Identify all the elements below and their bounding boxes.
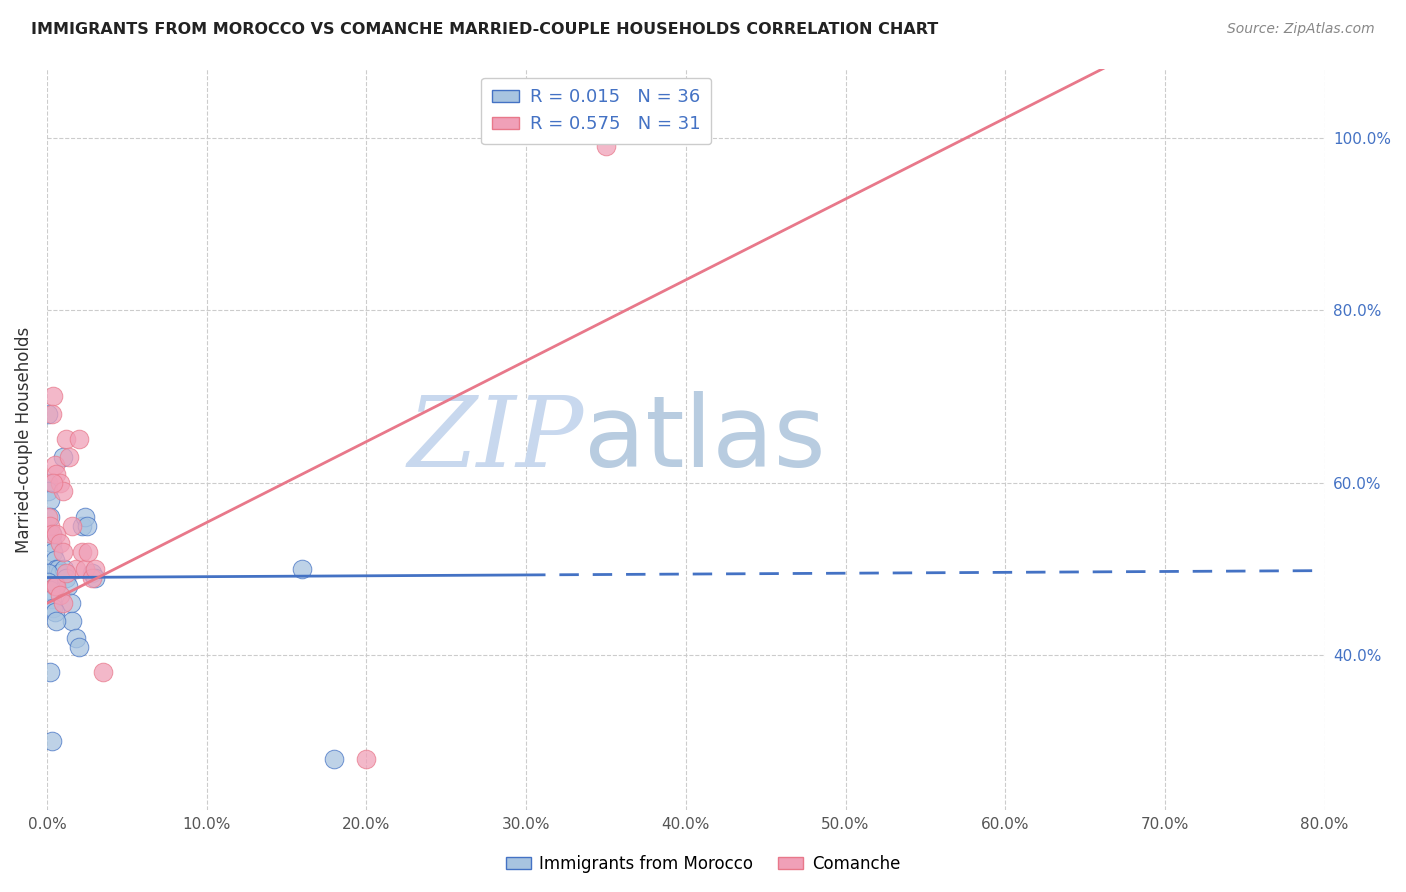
Point [83, 570, 105, 584]
Point [80, 566, 103, 581]
Point [39, 518, 62, 533]
Point [65, 631, 87, 645]
Point [52, 450, 75, 464]
Point [76, 518, 98, 533]
Point [39, 583, 62, 598]
Point [37, 566, 59, 581]
Point [41, 536, 63, 550]
Point [595, 139, 617, 153]
Point [58, 450, 80, 464]
Point [37, 510, 59, 524]
Point [67, 433, 90, 447]
Point [75, 562, 97, 576]
Point [41, 592, 63, 607]
Text: Source: ZipAtlas.com: Source: ZipAtlas.com [1227, 22, 1375, 37]
Text: ZIP: ZIP [408, 392, 583, 487]
Point [75, 510, 97, 524]
Point [77, 544, 100, 558]
Point [44, 605, 66, 619]
Point [48, 588, 70, 602]
Point [37, 407, 59, 421]
Point [42, 600, 65, 615]
Point [37, 484, 59, 499]
Point [46, 562, 69, 576]
Point [55, 570, 77, 584]
Point [39, 665, 62, 680]
Point [55, 433, 77, 447]
Point [45, 579, 67, 593]
Point [83, 562, 105, 576]
Point [70, 544, 93, 558]
Point [37, 475, 59, 490]
Point [45, 527, 67, 541]
Point [42, 389, 65, 403]
Point [44, 579, 66, 593]
Point [56, 579, 79, 593]
Point [59, 596, 82, 610]
Point [41, 527, 63, 541]
Point [44, 458, 66, 473]
Point [37, 574, 59, 589]
Point [45, 467, 67, 481]
Point [45, 614, 67, 628]
Point [52, 596, 75, 610]
Point [55, 566, 77, 581]
Point [48, 566, 70, 581]
Point [356, 752, 378, 766]
Point [67, 640, 90, 654]
Point [39, 510, 62, 524]
Point [65, 562, 87, 576]
Point [62, 614, 84, 628]
Point [44, 553, 66, 567]
Point [80, 570, 103, 584]
Point [41, 527, 63, 541]
Point [48, 536, 70, 550]
Point [62, 518, 84, 533]
Legend: R = 0.015   N = 36, R = 0.575   N = 31: R = 0.015 N = 36, R = 0.575 N = 31 [481, 78, 711, 145]
Y-axis label: Married-couple Households: Married-couple Households [15, 326, 32, 553]
Point [42, 544, 65, 558]
Point [53, 562, 76, 576]
Point [41, 407, 63, 421]
Point [45, 562, 67, 576]
Point [52, 484, 75, 499]
Point [39, 492, 62, 507]
Point [291, 562, 314, 576]
Point [41, 734, 63, 748]
Point [91, 665, 114, 680]
Point [42, 475, 65, 490]
Legend: Immigrants from Morocco, Comanche: Immigrants from Morocco, Comanche [499, 848, 907, 880]
Point [323, 752, 346, 766]
Text: atlas: atlas [583, 391, 825, 488]
Point [70, 518, 93, 533]
Text: IMMIGRANTS FROM MOROCCO VS COMANCHE MARRIED-COUPLE HOUSEHOLDS CORRELATION CHART: IMMIGRANTS FROM MOROCCO VS COMANCHE MARR… [31, 22, 938, 37]
Point [48, 475, 70, 490]
Point [52, 544, 75, 558]
